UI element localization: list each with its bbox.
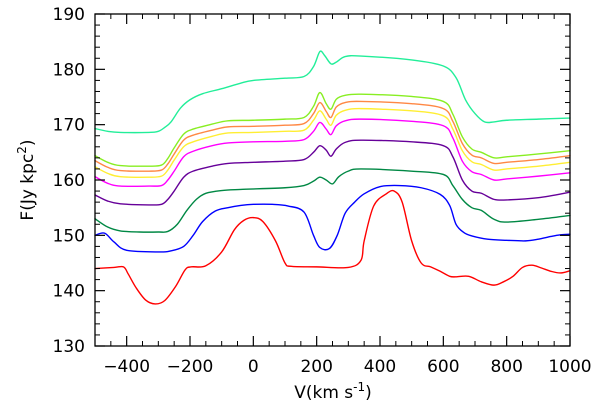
series-layer — [94, 50, 571, 305]
series-line-6 — [94, 107, 571, 178]
y-tick-label: 130 — [53, 337, 85, 357]
x-axis-title: V(km s-1) — [294, 380, 372, 403]
series-line-3 — [94, 168, 571, 233]
series-line-7 — [94, 100, 571, 172]
y-tick-label: 190 — [53, 5, 85, 25]
y-tick-label: 160 — [53, 171, 85, 191]
y-axis-title: F(Jy kpc2) — [15, 139, 38, 220]
y-tick-label: 150 — [53, 226, 85, 246]
y-tick-label: 140 — [53, 282, 85, 302]
x-tick-label: 800 — [490, 357, 522, 377]
series-line-9 — [94, 50, 571, 134]
series-line-8 — [94, 91, 571, 167]
x-tick-label: 1000 — [548, 357, 591, 377]
tick-labels: −400 −200 0 200 400 600 800 1000 130 140 150 160 170… — [53, 5, 592, 377]
series-line-4 — [94, 139, 571, 206]
x-tick-label: 0 — [248, 357, 259, 377]
series-line-5 — [94, 118, 571, 188]
y-tick-label: 180 — [53, 60, 85, 80]
x-tick-label: 400 — [364, 357, 396, 377]
y-tick-label: 170 — [53, 116, 85, 136]
x-tick-label: −200 — [167, 357, 214, 377]
tick-marks — [94, 13, 571, 347]
x-tick-label: 600 — [427, 357, 459, 377]
x-tick-label: −400 — [103, 357, 150, 377]
series-line-1 — [94, 189, 571, 305]
x-tick-label: 200 — [300, 357, 332, 377]
series-line-2 — [94, 184, 571, 253]
